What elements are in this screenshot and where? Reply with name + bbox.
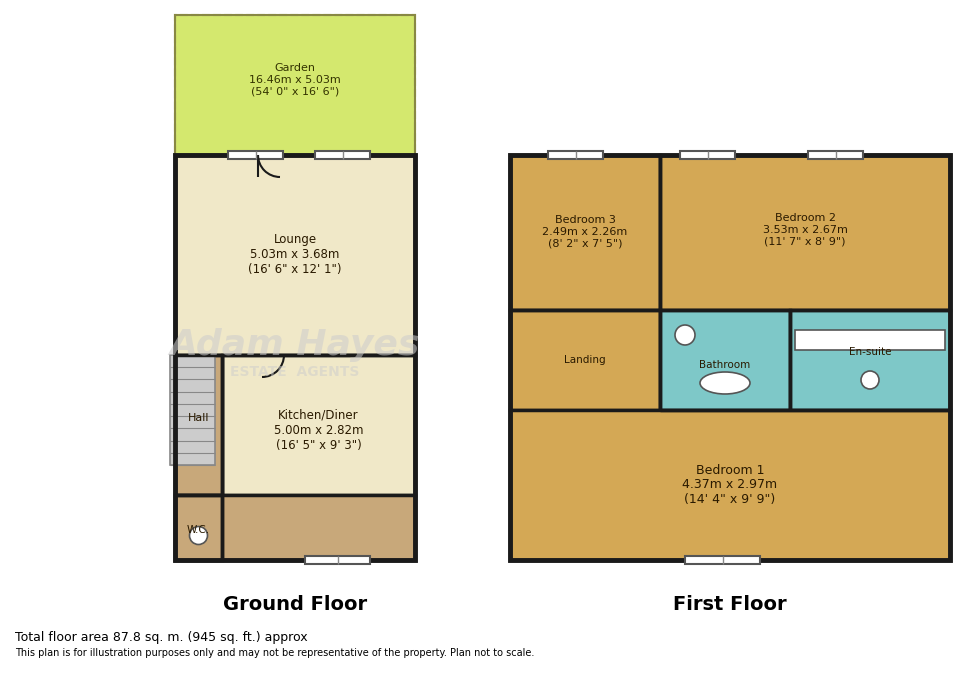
- Bar: [175, 15, 415, 155]
- Text: Garden
16.46m x 5.03m
(54' 0" x 16' 6"): Garden 16.46m x 5.03m (54' 0" x 16' 6"): [249, 63, 341, 97]
- Bar: [685, 556, 760, 564]
- Circle shape: [675, 325, 695, 345]
- Bar: [795, 330, 945, 350]
- Bar: [175, 495, 415, 560]
- Text: ESTATE  AGENTS: ESTATE AGENTS: [230, 365, 360, 379]
- Bar: [680, 151, 735, 159]
- Bar: [175, 15, 415, 155]
- Bar: [510, 410, 950, 560]
- Bar: [175, 355, 222, 495]
- Text: First Floor: First Floor: [673, 595, 787, 615]
- Text: Lounge
5.03m x 3.68m
(16' 6" x 12' 1"): Lounge 5.03m x 3.68m (16' 6" x 12' 1"): [248, 233, 342, 276]
- Bar: [790, 310, 950, 410]
- Circle shape: [861, 371, 879, 389]
- Bar: [548, 151, 603, 159]
- Text: En-suite: En-suite: [849, 347, 891, 357]
- Text: Total floor area 87.8 sq. m. (945 sq. ft.) approx: Total floor area 87.8 sq. m. (945 sq. ft…: [15, 630, 308, 643]
- Bar: [175, 495, 222, 560]
- Text: Bathroom: Bathroom: [700, 360, 751, 370]
- Text: This plan is for illustration purposes only and may not be representative of the: This plan is for illustration purposes o…: [15, 648, 534, 658]
- Bar: [510, 155, 950, 560]
- Bar: [660, 155, 950, 310]
- Bar: [222, 355, 415, 495]
- Text: Ground Floor: Ground Floor: [222, 595, 368, 615]
- Text: Bedroom 2
3.53m x 2.67m
(11' 7" x 8' 9"): Bedroom 2 3.53m x 2.67m (11' 7" x 8' 9"): [762, 213, 848, 246]
- Text: Kitchen/Diner
5.00m x 2.82m
(16' 5" x 9' 3"): Kitchen/Diner 5.00m x 2.82m (16' 5" x 9'…: [273, 408, 364, 451]
- Bar: [175, 155, 415, 355]
- Bar: [228, 151, 283, 159]
- Bar: [175, 155, 415, 560]
- Text: Bedroom 1
4.37m x 2.97m
(14' 4" x 9' 9"): Bedroom 1 4.37m x 2.97m (14' 4" x 9' 9"): [682, 464, 777, 506]
- Text: Landing: Landing: [564, 355, 606, 365]
- Ellipse shape: [700, 372, 750, 394]
- Bar: [305, 556, 370, 564]
- Bar: [170, 355, 215, 465]
- Text: Hall: Hall: [188, 413, 210, 423]
- Bar: [660, 310, 790, 410]
- Bar: [510, 155, 660, 310]
- Text: Bedroom 3
2.49m x 2.26m
(8' 2" x 7' 5"): Bedroom 3 2.49m x 2.26m (8' 2" x 7' 5"): [542, 215, 627, 248]
- Bar: [315, 151, 370, 159]
- Circle shape: [189, 526, 208, 545]
- Text: W.C.: W.C.: [187, 525, 210, 535]
- Bar: [808, 151, 863, 159]
- Text: Adam Hayes: Adam Hayes: [170, 328, 420, 362]
- Bar: [510, 310, 660, 410]
